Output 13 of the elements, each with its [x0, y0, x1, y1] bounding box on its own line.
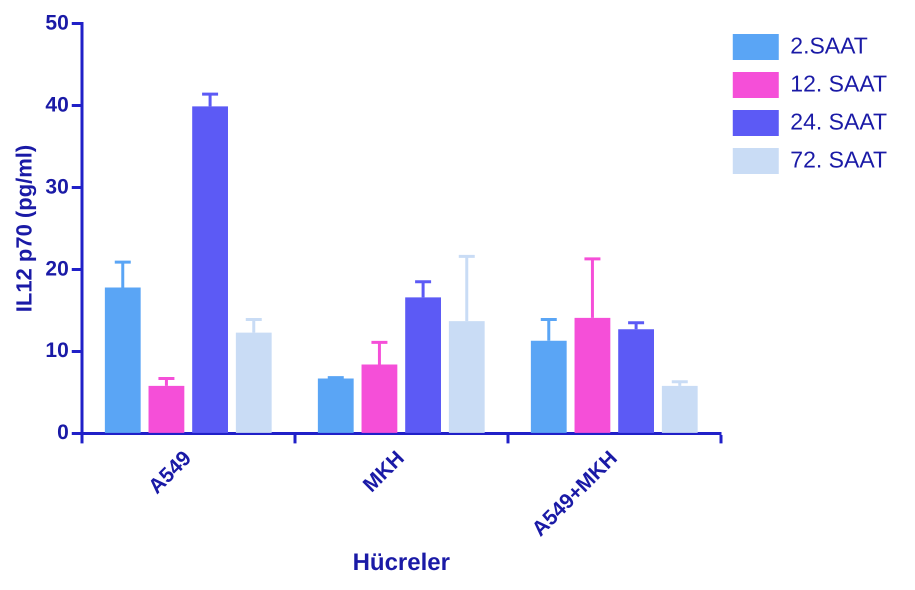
- legend-label: 72. SAAT: [790, 146, 888, 172]
- bar: [318, 378, 354, 433]
- y-tick-label: 10: [45, 339, 69, 362]
- y-tick-label: 40: [45, 93, 69, 116]
- y-axis-title: IL12 p70 (pg/ml): [11, 144, 36, 312]
- x-axis-title: Hücreler: [352, 549, 450, 576]
- legend-label: 24. SAAT: [790, 108, 888, 134]
- y-tick-label: 30: [45, 175, 69, 198]
- y-tick-label: 20: [45, 257, 69, 280]
- y-tick-label: 0: [57, 421, 69, 444]
- y-tick-label: 50: [45, 11, 69, 34]
- legend-label: 12. SAAT: [790, 70, 888, 96]
- legend-label: 2.SAAT: [790, 32, 868, 58]
